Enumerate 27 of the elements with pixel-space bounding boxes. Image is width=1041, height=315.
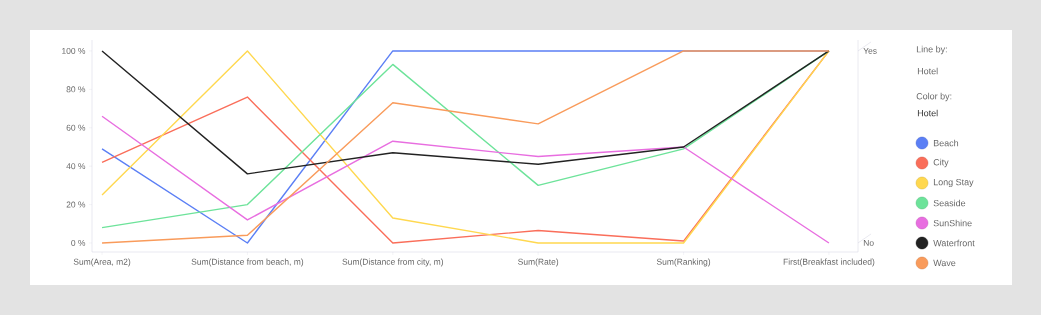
y-tick-label: 100 % — [62, 47, 86, 54]
y-tick-label: 60 % — [66, 124, 86, 131]
text: Line by: — [916, 45, 947, 55]
line-series — [101, 50, 830, 175]
legend-label: Long Stay — [933, 178, 974, 188]
text: Hotel — [917, 67, 938, 75]
text: Color by: — [916, 92, 952, 102]
line-series — [101, 115, 830, 244]
x-tick-label: Sum(Area, m2) — [73, 258, 131, 267]
legend-label: Seaside — [933, 199, 966, 207]
legend-label: SunShine — [933, 219, 972, 227]
x-tick-label: Sum(Ranking) — [656, 258, 711, 267]
y-tick-label: 80 % — [66, 86, 86, 93]
legend-label: Waterfront — [933, 239, 975, 247]
legend-title: Hotel — [917, 109, 938, 117]
y-tick-label: 0 % — [71, 239, 86, 246]
x-tick-label: Sum(Rate) — [518, 258, 559, 267]
y-tick-label: 40 % — [66, 163, 86, 170]
legend-label: City — [933, 158, 949, 168]
text: Yes — [863, 47, 877, 54]
x-tick-label: First(Breakfast included) — [783, 258, 875, 267]
y-tick-label: 20 % — [66, 201, 86, 208]
legend-label: Wave — [933, 259, 956, 267]
text: No — [863, 240, 874, 246]
x-tick-label: Sum(Distance from beach, m) — [191, 258, 304, 267]
legend-label: Beach — [933, 139, 959, 147]
x-tick-label: Sum(Distance from city, m) — [342, 258, 443, 267]
